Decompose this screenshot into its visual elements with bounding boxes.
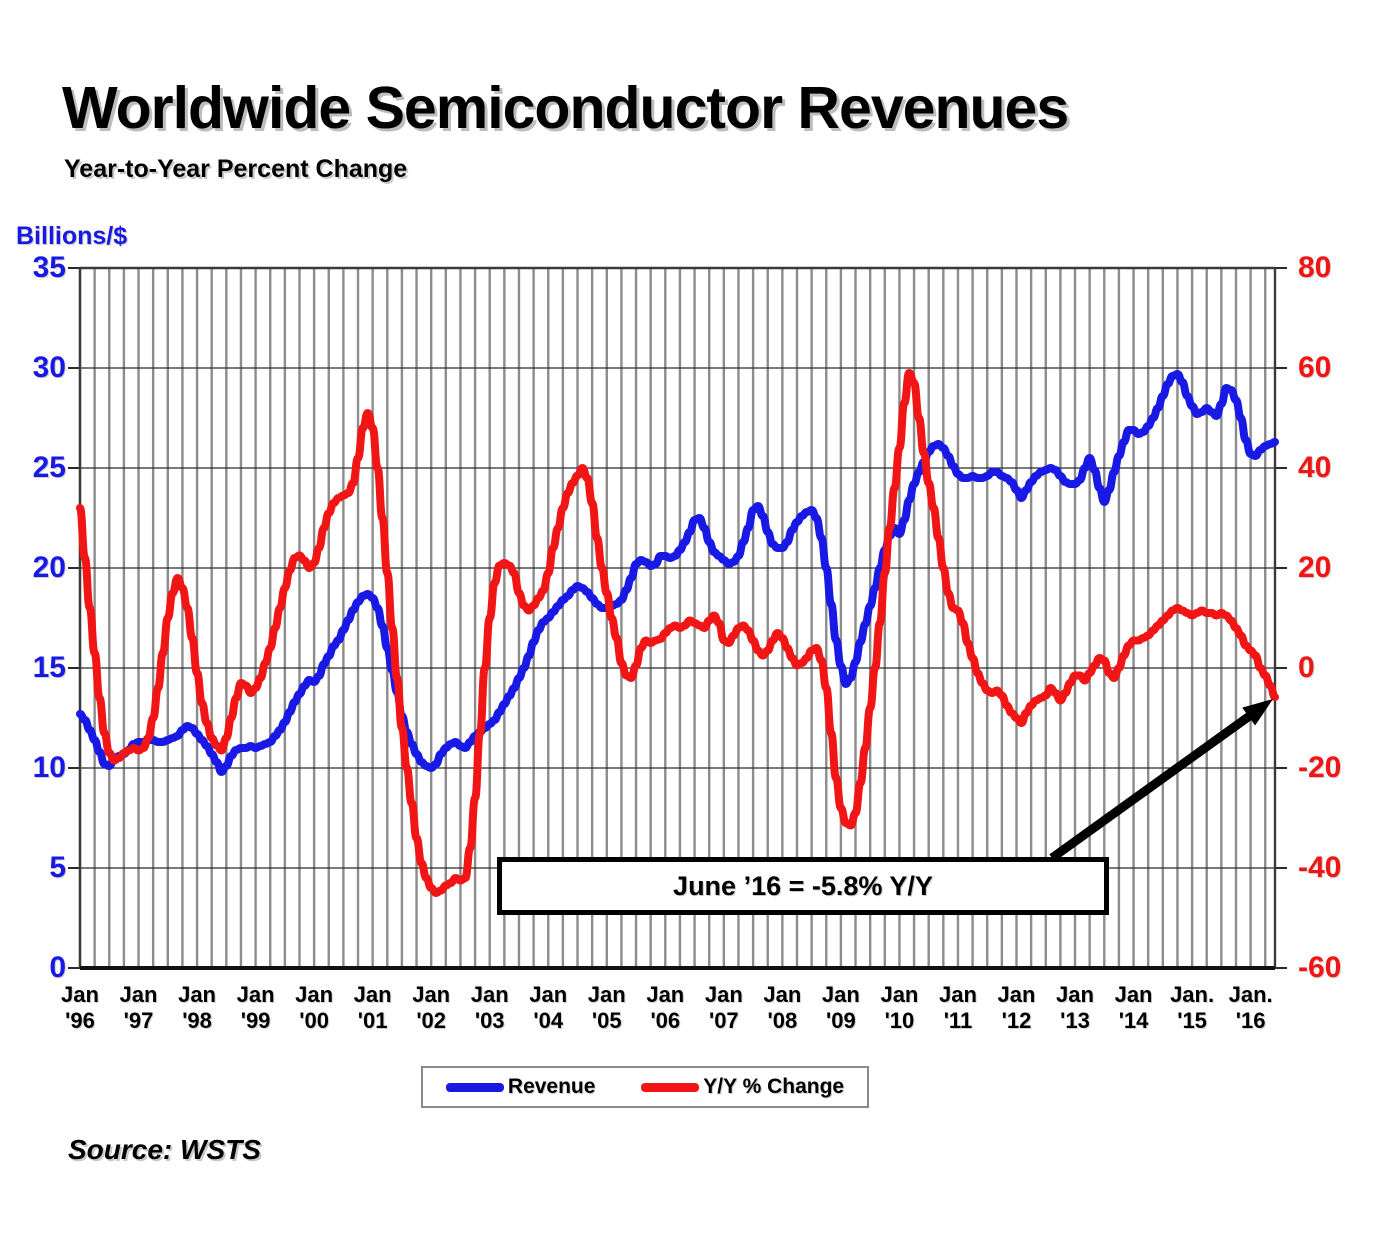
source-attribution: Source: WSTS xyxy=(68,1134,261,1165)
right-axis-tick-5: 40 xyxy=(1298,451,1332,484)
annotation-callout: June ’16 = -5.8% Y/Y xyxy=(497,857,1109,915)
right-axis-tick-3: 0 xyxy=(1298,651,1315,684)
x-axis-tick-11: Jan '07 xyxy=(704,982,743,1033)
right-axis-tick-0: -60 xyxy=(1298,951,1342,984)
left-axis-tick-4: 20 xyxy=(32,551,66,584)
page-title: Worldwide Semiconductor Revenues xyxy=(62,75,1069,141)
legend-item-revenue: Revenue xyxy=(445,1075,596,1099)
horizontal-gridlines xyxy=(80,367,1275,869)
x-axis-tick-16: Jan '12 xyxy=(997,982,1036,1033)
x-axis-tick-0: Jan '96 xyxy=(61,982,99,1033)
revenue-line xyxy=(76,370,1279,776)
left-axis-tick-6: 30 xyxy=(32,351,66,384)
x-axis-tick-14: Jan '10 xyxy=(880,982,919,1033)
x-axis-tick-5: Jan '01 xyxy=(353,982,392,1033)
right-axis-tick-4: 20 xyxy=(1298,551,1332,584)
left-axis-tick-1: 5 xyxy=(49,851,66,884)
x-axis-tick-10: Jan '06 xyxy=(646,982,685,1033)
right-axis-tick-6: 60 xyxy=(1298,351,1332,384)
legend-label-yy-change: Y/Y % Change xyxy=(703,1075,845,1098)
left-axis-tick-5: 25 xyxy=(32,451,66,484)
legend-swatch-revenue xyxy=(445,1082,504,1092)
left-axis-tick-2: 10 xyxy=(32,751,66,784)
x-axis-tick-17: Jan '13 xyxy=(1056,982,1094,1033)
legend-label-revenue: Revenue xyxy=(507,1075,596,1098)
chart-legend: Revenue Y/Y % Change xyxy=(421,1066,869,1108)
x-axis-tick-19: Jan. '15 xyxy=(1170,982,1215,1033)
x-axis-tick-3: Jan '99 xyxy=(236,982,275,1033)
x-axis-tick-7: Jan '03 xyxy=(470,982,509,1033)
x-axis-tick-18: Jan '14 xyxy=(1114,982,1153,1033)
y-axis-left-title: Billions/$ xyxy=(16,222,128,250)
x-axis-tick-4: Jan '00 xyxy=(295,982,334,1033)
left-axis-tick-7: 35 xyxy=(32,251,66,284)
x-axis-tick-8: Jan '04 xyxy=(529,982,568,1033)
callout-arrow xyxy=(1049,699,1273,862)
legend-swatch-yy-change xyxy=(641,1082,700,1092)
right-axis-ticks xyxy=(1275,267,1287,969)
x-axis-tick-20: Jan. '16 xyxy=(1228,982,1273,1033)
left-axis-tick-0: 0 xyxy=(49,951,66,984)
right-axis-tick-2: -20 xyxy=(1298,751,1342,784)
x-axis-tick-1: Jan '97 xyxy=(119,982,158,1033)
page-subtitle: Year-to-Year Percent Change xyxy=(64,155,408,183)
x-axis-tick-13: Jan '09 xyxy=(821,982,860,1033)
x-axis-tick-6: Jan '02 xyxy=(412,982,451,1033)
left-axis-ticks xyxy=(68,267,80,969)
annotation-callout-text: June ’16 = -5.8% Y/Y xyxy=(673,870,933,901)
legend-item-yy-change: Y/Y % Change xyxy=(641,1075,844,1099)
x-axis-tick-15: Jan '11 xyxy=(938,982,977,1033)
yy-change-line xyxy=(76,369,1279,897)
x-axis-tick-2: Jan '98 xyxy=(178,982,216,1033)
x-axis-tick-9: Jan '05 xyxy=(587,982,626,1033)
left-axis-tick-3: 15 xyxy=(32,651,66,684)
x-axis-tick-12: Jan '08 xyxy=(763,982,802,1033)
right-axis-tick-7: 80 xyxy=(1298,251,1332,284)
right-axis-tick-1: -40 xyxy=(1298,851,1342,884)
